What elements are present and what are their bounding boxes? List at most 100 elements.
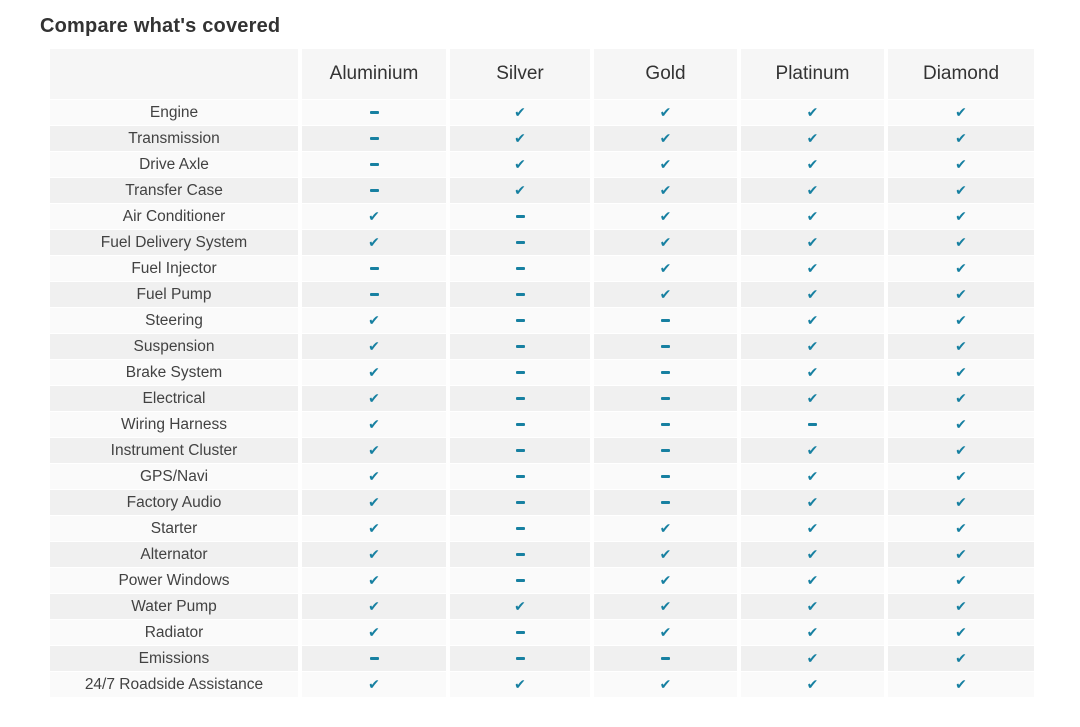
coverage-cell: ✔ (302, 620, 446, 645)
coverage-cell: ✔ (888, 360, 1034, 385)
coverage-cell (450, 204, 590, 229)
check-icon: ✔ (806, 598, 819, 615)
coverage-table-wrap: Aluminium Silver Gold Platinum Diamond Engin… (46, 48, 1080, 698)
check-icon: ✔ (806, 624, 819, 641)
check-icon: ✔ (806, 104, 819, 121)
check-icon: ✔ (955, 598, 967, 615)
coverage-cell: ✔ (450, 594, 590, 619)
coverage-cell (302, 100, 446, 125)
dash-icon (515, 526, 525, 530)
row-label: 24/7 Roadside Assistance (50, 672, 298, 697)
check-icon: ✔ (806, 468, 819, 485)
coverage-cell (450, 620, 590, 645)
coverage-cell (594, 490, 737, 515)
check-icon: ✔ (659, 104, 672, 121)
coverage-cell (450, 230, 590, 255)
coverage-cell (450, 412, 590, 437)
coverage-page: Compare what's covered Aluminium Silver Go… (0, 15, 1080, 698)
coverage-cell (594, 464, 737, 489)
dash-icon (515, 422, 525, 426)
table-row: Steering ✔ ✔ ✔ (50, 308, 1034, 333)
coverage-cell: ✔ (450, 152, 590, 177)
check-icon: ✔ (368, 494, 380, 511)
dash-icon (515, 500, 525, 504)
coverage-cell: ✔ (302, 204, 446, 229)
check-icon: ✔ (955, 338, 967, 355)
check-icon: ✔ (806, 494, 819, 511)
coverage-cell: ✔ (741, 256, 884, 281)
table-row: Fuel Delivery System ✔ ✔ ✔ ✔ (50, 230, 1034, 255)
check-icon: ✔ (955, 286, 967, 303)
row-label: Instrument Cluster (50, 438, 298, 463)
coverage-cell: ✔ (594, 542, 737, 567)
check-icon: ✔ (955, 390, 967, 407)
coverage-cell: ✔ (888, 204, 1034, 229)
dash-icon (515, 344, 525, 348)
check-icon: ✔ (806, 208, 819, 225)
coverage-cell: ✔ (302, 230, 446, 255)
table-row: Power Windows ✔ ✔ ✔ ✔ (50, 568, 1034, 593)
dash-icon (515, 266, 525, 270)
check-icon: ✔ (659, 520, 672, 537)
check-icon: ✔ (806, 520, 819, 537)
row-label: Air Conditioner (50, 204, 298, 229)
check-icon: ✔ (368, 624, 380, 641)
plan-header-diamond: Diamond (888, 49, 1034, 99)
check-icon: ✔ (955, 494, 967, 511)
coverage-cell: ✔ (741, 542, 884, 567)
check-icon: ✔ (659, 598, 672, 615)
coverage-cell: ✔ (302, 412, 446, 437)
coverage-cell: ✔ (741, 490, 884, 515)
coverage-cell: ✔ (888, 282, 1034, 307)
coverage-cell: ✔ (888, 672, 1034, 697)
coverage-cell (450, 464, 590, 489)
coverage-cell (302, 256, 446, 281)
table-row: Suspension ✔ ✔ ✔ (50, 334, 1034, 359)
table-row: Alternator ✔ ✔ ✔ ✔ (50, 542, 1034, 567)
check-icon: ✔ (368, 520, 380, 537)
coverage-cell (594, 412, 737, 437)
check-icon: ✔ (514, 130, 526, 147)
dash-icon (515, 318, 525, 322)
dash-icon (515, 630, 525, 634)
table-row: Factory Audio ✔ ✔ ✔ (50, 490, 1034, 515)
coverage-cell: ✔ (594, 152, 737, 177)
check-icon: ✔ (514, 676, 526, 693)
coverage-cell: ✔ (450, 100, 590, 125)
coverage-cell: ✔ (741, 438, 884, 463)
table-row: Starter ✔ ✔ ✔ ✔ (50, 516, 1034, 541)
coverage-cell: ✔ (888, 542, 1034, 567)
coverage-cell (450, 256, 590, 281)
check-icon: ✔ (955, 104, 967, 121)
table-row: Water Pump ✔ ✔ ✔ ✔ ✔ (50, 594, 1034, 619)
coverage-cell: ✔ (741, 672, 884, 697)
table-row: Fuel Pump ✔ ✔ ✔ (50, 282, 1034, 307)
check-icon: ✔ (806, 156, 819, 173)
coverage-cell (450, 438, 590, 463)
coverage-cell: ✔ (888, 308, 1034, 333)
dash-icon (808, 422, 817, 426)
coverage-cell: ✔ (302, 594, 446, 619)
coverage-cell: ✔ (594, 100, 737, 125)
coverage-cell: ✔ (888, 464, 1034, 489)
coverage-cell: ✔ (741, 646, 884, 671)
coverage-cell: ✔ (302, 334, 446, 359)
dash-icon (515, 552, 525, 556)
check-icon: ✔ (368, 468, 380, 485)
check-icon: ✔ (806, 364, 819, 381)
coverage-cell (302, 152, 446, 177)
check-icon: ✔ (659, 624, 672, 641)
row-label: Fuel Delivery System (50, 230, 298, 255)
coverage-cell (302, 282, 446, 307)
coverage-cell: ✔ (594, 620, 737, 645)
coverage-cell (741, 412, 884, 437)
check-icon: ✔ (659, 546, 672, 563)
coverage-cell: ✔ (888, 256, 1034, 281)
dash-icon (661, 656, 670, 660)
dash-icon (661, 344, 670, 348)
check-icon: ✔ (368, 208, 380, 225)
coverage-cell: ✔ (594, 230, 737, 255)
check-icon: ✔ (955, 234, 967, 251)
dash-icon (369, 188, 379, 192)
coverage-cell: ✔ (741, 152, 884, 177)
